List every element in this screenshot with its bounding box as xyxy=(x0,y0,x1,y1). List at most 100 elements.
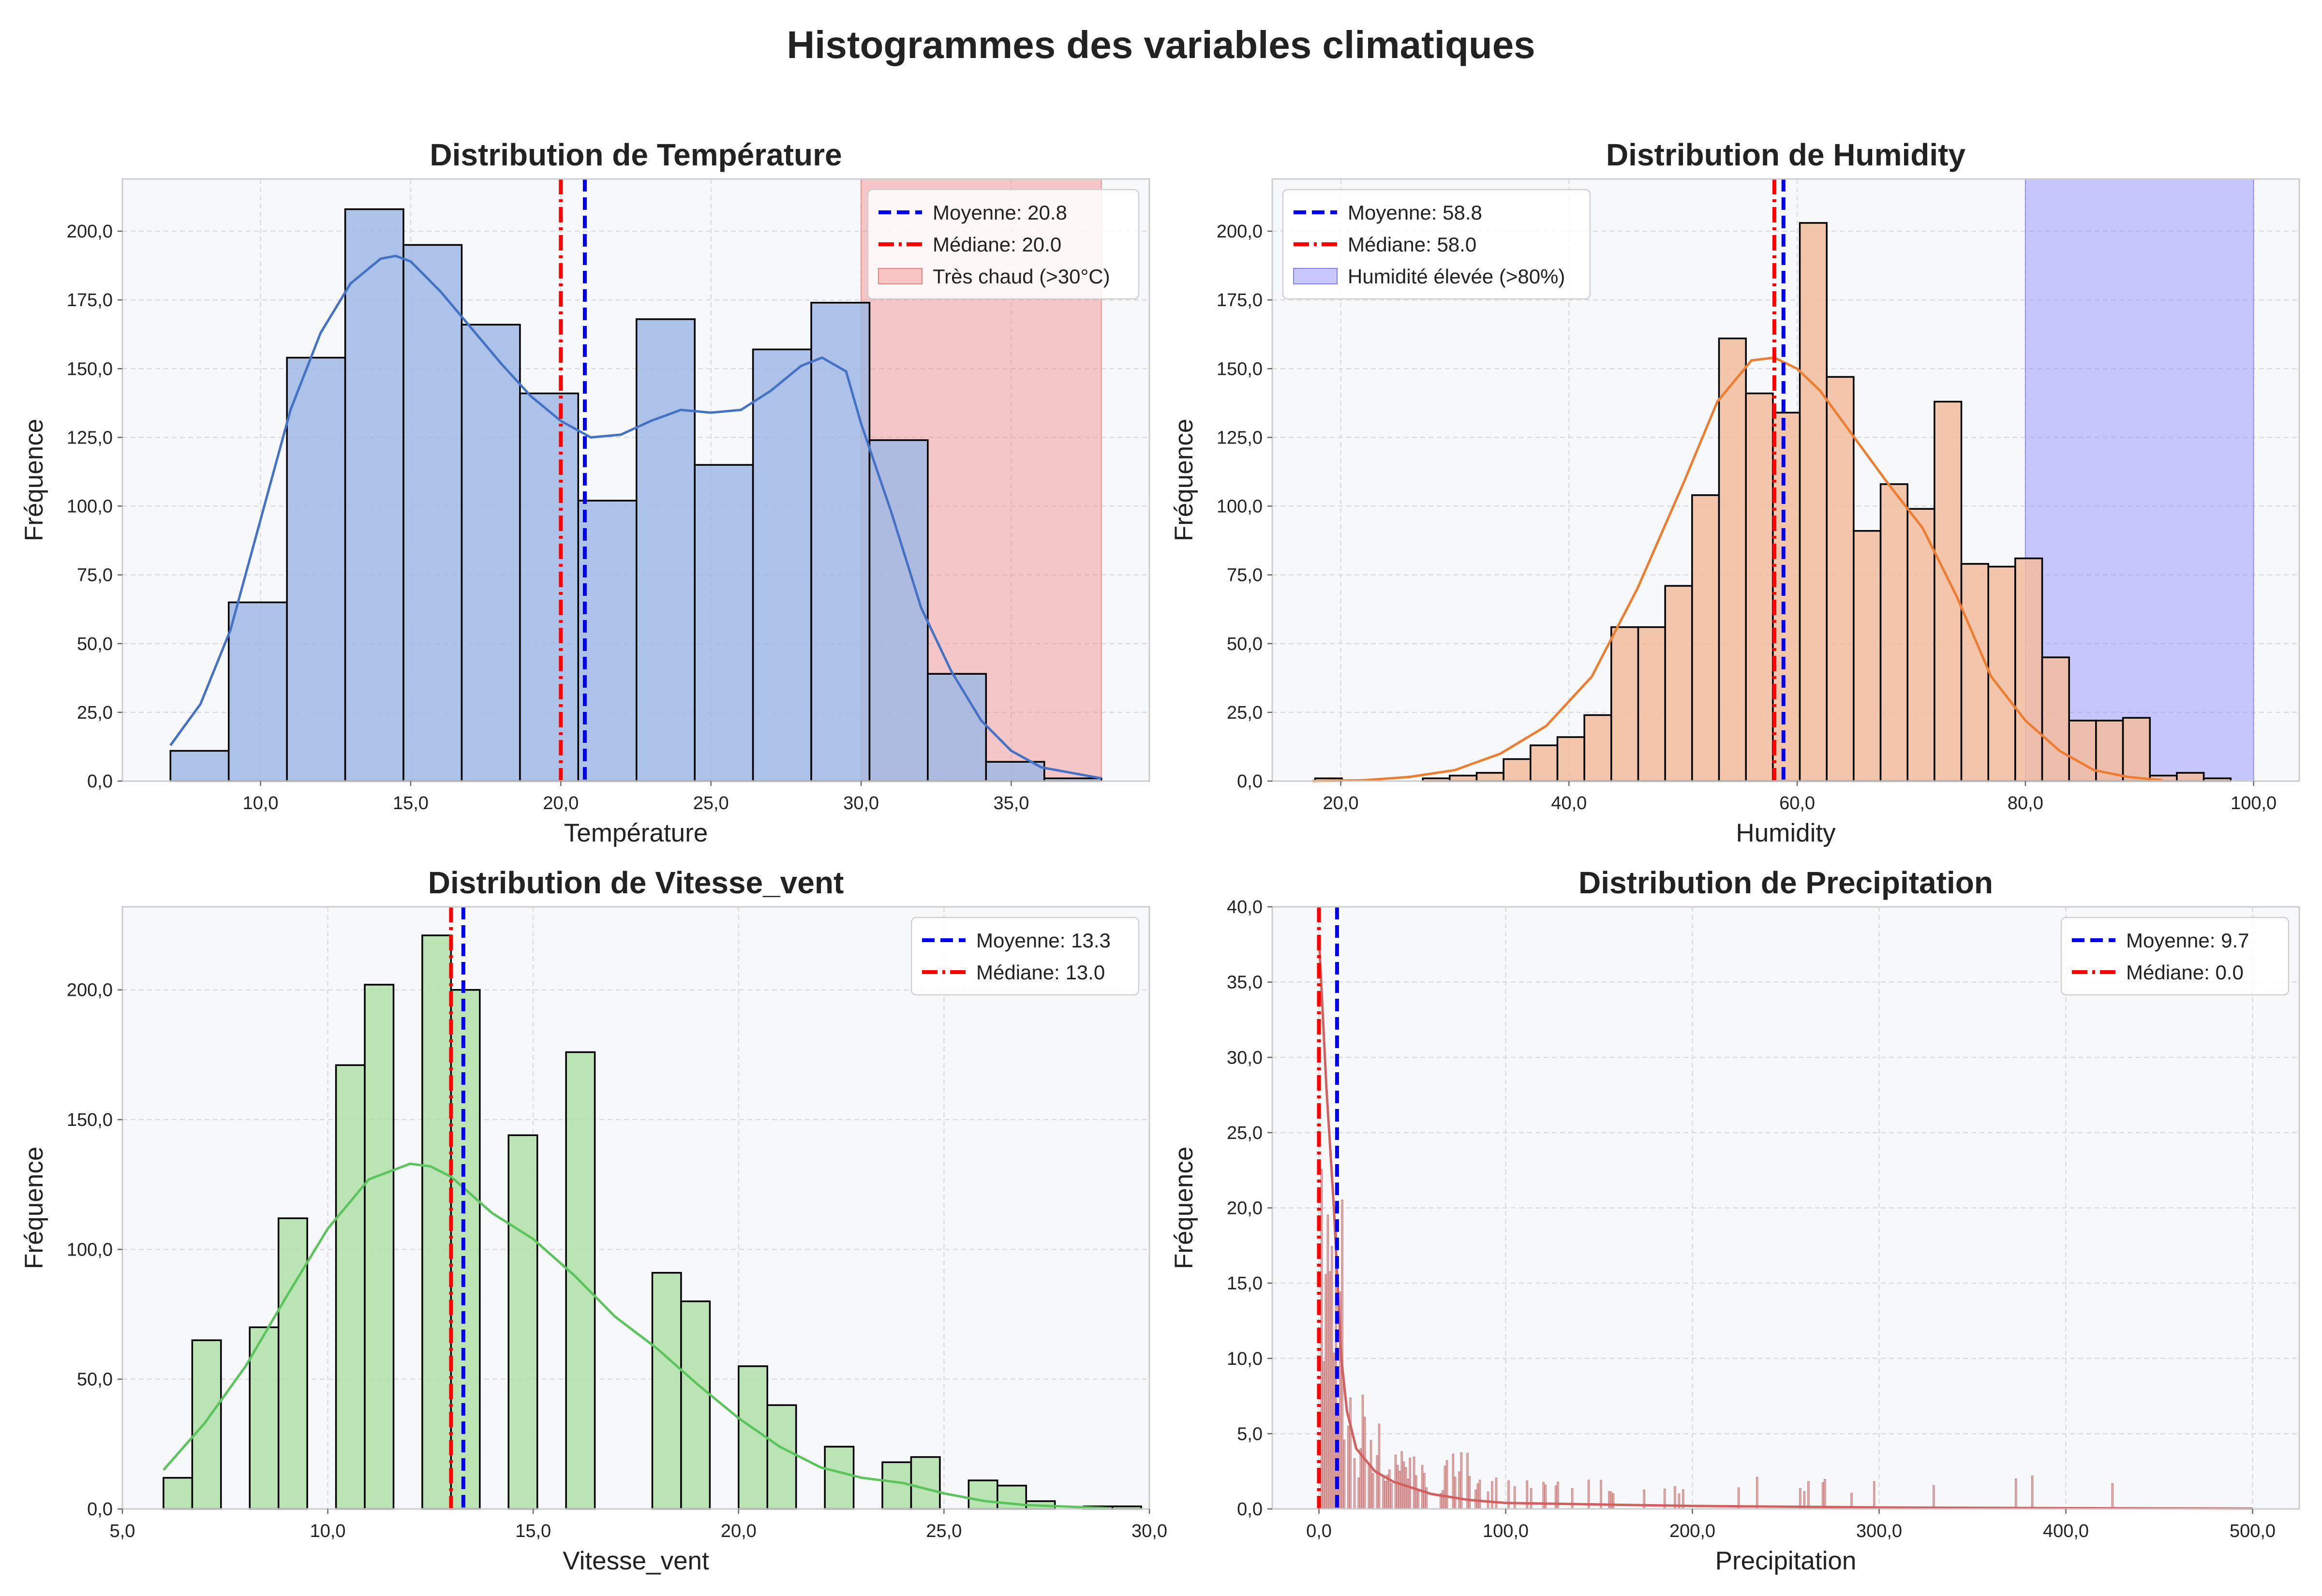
histogram-bar xyxy=(169,750,230,782)
histogram-bar xyxy=(1454,1477,1457,1509)
histogram-bar xyxy=(1583,714,1612,782)
histogram-bar xyxy=(868,439,929,782)
histogram-bar xyxy=(227,601,288,782)
histogram-bar xyxy=(1404,1467,1407,1509)
histogram-bar xyxy=(1323,1361,1325,1509)
histogram-bar xyxy=(1415,1475,1417,1509)
y-tick-label: 25,0 xyxy=(1227,1123,1263,1143)
y-tick-label: 150,0 xyxy=(67,1110,113,1130)
legend-label: Très chaud (>30°C) xyxy=(933,265,1110,288)
histogram-bar xyxy=(1384,1480,1386,1509)
histogram-bar xyxy=(577,500,638,782)
panel-vitesse-vent: 5,0 10,0 15,0 20,0 25,0 30,0 0,0 50,0 100,0 150,0… xyxy=(20,865,1167,1575)
legend-label: Moyenne: 58.8 xyxy=(1348,201,1482,224)
y-tick-label: 200,0 xyxy=(67,980,113,1001)
y-tick-label: 150,0 xyxy=(67,359,113,379)
histogram-bar xyxy=(1495,1478,1498,1509)
y-tick-label: 50,0 xyxy=(77,634,113,654)
y-tick-label: 0,0 xyxy=(1237,771,1263,792)
histogram-bar xyxy=(1449,774,1478,782)
panel-title: Distribution de Humidity xyxy=(1606,137,1966,172)
kde-curve xyxy=(1318,937,2253,1510)
histogram-bar xyxy=(1664,585,1693,782)
histogram-bar xyxy=(1372,1473,1374,1509)
histogram-bar xyxy=(1530,1488,1533,1509)
legend-box xyxy=(910,916,1140,996)
histogram-bar xyxy=(881,1461,912,1510)
panel-precipitation: 0,0 100,0 200,0 300,0 400,0 500,0 0,0 5,0 10,0 15… xyxy=(1170,865,2300,1575)
y-tick-label: 100,0 xyxy=(67,1240,113,1260)
histogram-bar xyxy=(927,673,987,782)
figure-suptitle: Histogrammes des variables climatiques xyxy=(787,23,1535,66)
histogram-bar xyxy=(1608,1491,1610,1509)
histogram-bar xyxy=(1359,1448,1362,1509)
histogram-bar xyxy=(635,318,696,782)
histogram-bar xyxy=(1333,1353,1335,1509)
legend-label: Médiane: 58.0 xyxy=(1348,233,1476,256)
histogram-bar xyxy=(1478,1479,1481,1509)
panel-temperature: 10,0 15,0 20,0 25,0 30,0 35,0 0,0 25,0 50,0 75,0 1… xyxy=(20,137,1150,847)
histogram-bar xyxy=(2122,717,2151,782)
histogram-bars xyxy=(1314,222,2232,782)
histogram-bar xyxy=(1444,1465,1446,1509)
histogram-bar xyxy=(1421,1465,1424,1509)
histogram-bar xyxy=(461,324,521,782)
histogram-bar xyxy=(1361,1395,1364,1509)
y-tick-label: 35,0 xyxy=(1227,973,1263,993)
y-tick-label: 175,0 xyxy=(1217,290,1263,310)
legend-box xyxy=(1282,189,1591,300)
histogram-bar xyxy=(1571,1488,1574,1509)
histogram-bar xyxy=(1544,1484,1547,1509)
x-tick-label: 20,0 xyxy=(543,793,579,813)
histogram-bar xyxy=(1542,1482,1545,1509)
y-tick-label: 100,0 xyxy=(67,497,113,517)
x-axis-label: Vitesse_vent xyxy=(563,1547,709,1575)
histogram-bar xyxy=(1347,1426,1350,1509)
kde-curve xyxy=(1312,356,2163,783)
kde-curve xyxy=(163,1162,1109,1509)
histogram-bar xyxy=(1772,412,1801,782)
histogram-bar xyxy=(1637,626,1666,782)
y-tick-label: 15,0 xyxy=(1227,1273,1263,1294)
histogram-bar xyxy=(1879,483,1908,782)
histogram-bar xyxy=(1610,626,1639,782)
histogram-bar xyxy=(335,1064,366,1510)
x-tick-label: 500,0 xyxy=(2230,1521,2276,1541)
x-tick-label: 100,0 xyxy=(1483,1521,1529,1541)
histogram-bar xyxy=(694,464,754,782)
histogram-bar xyxy=(1691,494,1720,782)
y-tick-label: 25,0 xyxy=(1227,703,1263,723)
histogram-bar xyxy=(1400,1451,1403,1509)
histogram-bar xyxy=(163,1477,194,1510)
histogram-bars xyxy=(163,934,1142,1510)
legend-label: Moyenne: 20.8 xyxy=(933,201,1067,224)
histogram-bar xyxy=(1364,1417,1366,1509)
y-tick-label: 75,0 xyxy=(1227,565,1263,586)
x-tick-label: 40,0 xyxy=(1551,793,1587,813)
legend-label: Moyenne: 9.7 xyxy=(2126,929,2249,952)
histogram-bar xyxy=(1526,1480,1528,1509)
histogram-bar xyxy=(1417,1490,1419,1509)
histogram-bar xyxy=(1530,744,1559,782)
x-axis-label: Température xyxy=(564,819,708,847)
histogram-bar xyxy=(364,984,395,1510)
panel-title: Distribution de Vitesse_vent xyxy=(428,865,844,900)
histogram-bar xyxy=(680,1300,711,1510)
histogram-bar xyxy=(1554,1485,1557,1509)
x-tick-label: 400,0 xyxy=(2043,1521,2089,1541)
legend: Moyenne: 58.8 Médiane: 58.0 Humidité élevé… xyxy=(1282,189,1591,300)
y-tick-label: 50,0 xyxy=(77,1370,113,1390)
y-tick-label: 200,0 xyxy=(1217,222,1263,242)
y-tick-label: 50,0 xyxy=(1227,634,1263,654)
x-tick-label: 25,0 xyxy=(926,1521,962,1541)
kde-curve xyxy=(169,254,1102,780)
histogram-bar xyxy=(1824,1479,1826,1509)
x-tick-label: 35,0 xyxy=(993,793,1029,813)
legend-box xyxy=(867,189,1140,300)
histogram-bar xyxy=(1353,1458,1356,1509)
y-tick-label: 0,0 xyxy=(87,771,113,792)
x-axis-label: Precipitation xyxy=(1715,1547,1857,1575)
x-tick-label: 80,0 xyxy=(2008,793,2043,813)
y-tick-label: 75,0 xyxy=(77,565,113,586)
